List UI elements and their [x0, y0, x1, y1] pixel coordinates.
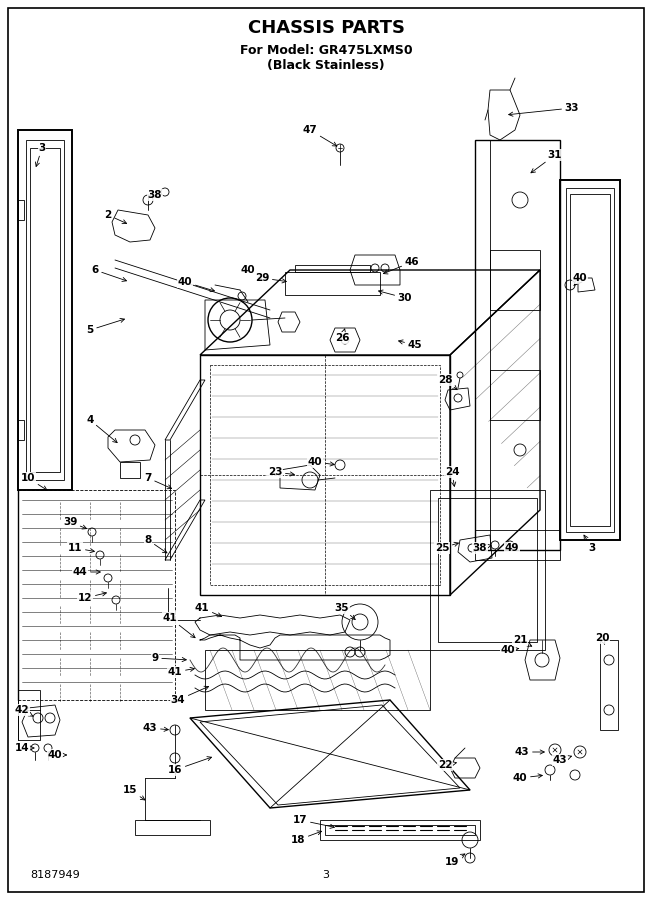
Text: CHASSIS PARTS: CHASSIS PARTS	[248, 19, 404, 37]
Text: 43: 43	[553, 755, 572, 765]
Text: 31: 31	[531, 150, 562, 173]
Text: 35: 35	[334, 603, 355, 619]
Text: 20: 20	[595, 633, 609, 644]
Text: 15: 15	[123, 785, 145, 800]
Text: 22: 22	[437, 760, 456, 770]
Text: 40: 40	[572, 273, 587, 285]
Text: 30: 30	[379, 290, 412, 303]
Text: 38: 38	[148, 190, 162, 200]
Text: 33: 33	[509, 103, 579, 116]
Text: 40: 40	[178, 277, 215, 292]
Text: 49: 49	[505, 543, 519, 553]
Text: For Model: GR475LXMS0: For Model: GR475LXMS0	[240, 43, 412, 57]
Text: 12: 12	[78, 592, 106, 603]
Text: 29: 29	[255, 273, 286, 283]
Text: 3: 3	[323, 870, 329, 880]
Text: 8187949: 8187949	[30, 870, 80, 880]
Text: 3: 3	[584, 536, 596, 553]
Text: 6: 6	[91, 265, 126, 282]
Text: 2: 2	[104, 210, 126, 223]
Text: 8: 8	[144, 535, 167, 553]
Text: 11: 11	[68, 543, 95, 553]
Text: (Black Stainless): (Black Stainless)	[267, 59, 385, 73]
Text: 28: 28	[437, 375, 457, 390]
Text: 41: 41	[168, 667, 194, 677]
Bar	[18, 420, 24, 440]
Text: 42: 42	[15, 705, 33, 716]
Text: 7: 7	[144, 473, 171, 489]
Text: 44: 44	[72, 567, 100, 577]
Text: 41: 41	[195, 603, 222, 616]
Text: 18: 18	[291, 831, 321, 845]
Text: 40: 40	[48, 750, 67, 760]
Text: 38: 38	[473, 543, 491, 553]
Text: 19: 19	[445, 854, 465, 867]
Bar	[18, 200, 24, 220]
Text: 46: 46	[383, 257, 419, 274]
Text: 45: 45	[398, 340, 422, 350]
Text: 39: 39	[63, 517, 87, 529]
Text: 41: 41	[163, 613, 195, 638]
Text: 26: 26	[334, 328, 349, 343]
Text: 10: 10	[21, 473, 47, 490]
Text: 16: 16	[168, 757, 211, 775]
Text: 25: 25	[435, 543, 458, 553]
Text: 40: 40	[501, 645, 519, 655]
Text: 3: 3	[35, 143, 46, 166]
Text: 43: 43	[143, 723, 168, 733]
Text: 4: 4	[86, 415, 117, 443]
Text: 21: 21	[512, 635, 532, 646]
Text: 23: 23	[268, 467, 294, 477]
Text: 34: 34	[171, 687, 209, 705]
Text: 24: 24	[445, 467, 459, 486]
Text: 14: 14	[15, 743, 34, 753]
Text: 40: 40	[241, 265, 262, 280]
Text: 47: 47	[303, 125, 337, 146]
Text: 40: 40	[512, 773, 542, 783]
Text: 17: 17	[293, 815, 334, 828]
Text: 9: 9	[151, 653, 186, 663]
Text: 43: 43	[514, 747, 544, 757]
Text: 40: 40	[308, 457, 334, 467]
Text: 5: 5	[86, 319, 125, 335]
